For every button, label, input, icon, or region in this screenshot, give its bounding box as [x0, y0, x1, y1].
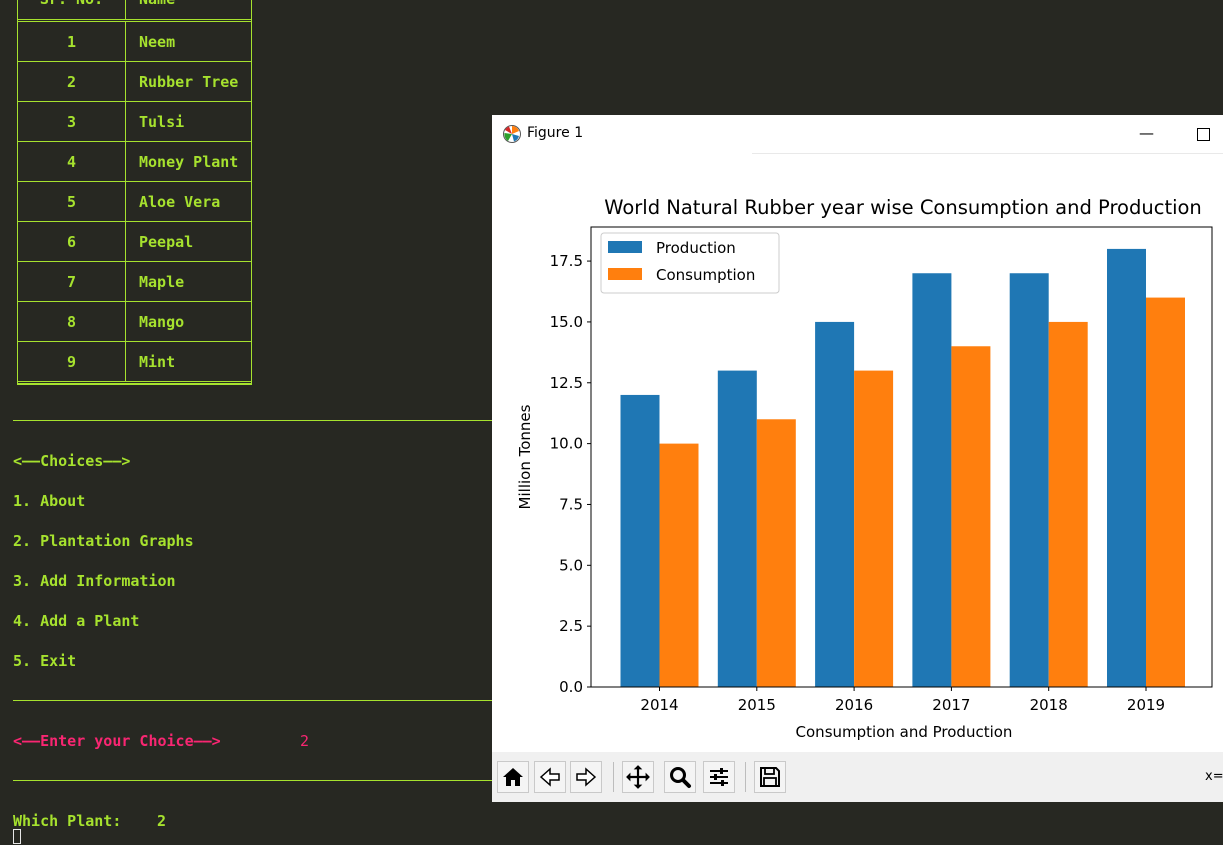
choice-about: 1. About: [13, 492, 86, 510]
choice-add-information: 3. Add Information: [13, 572, 176, 590]
separator-line: [13, 700, 493, 701]
save-icon[interactable]: [754, 761, 786, 793]
legend-label-production: Production: [656, 239, 736, 257]
row-sr-no: 4: [18, 142, 126, 181]
choice-add-plant: 4. Add a Plant: [13, 612, 140, 630]
table-row: 4 Money Plant: [18, 142, 251, 182]
bar-chart[interactable]: World Natural Rubber year wise Consumpti…: [492, 155, 1223, 752]
y-tick-label: 17.5: [550, 252, 583, 270]
row-sr-no: 9: [18, 342, 126, 381]
y-tick-label: 15.0: [550, 313, 583, 331]
y-tick-label: 0.0: [559, 678, 583, 696]
matplotlib-logo-icon: [503, 125, 521, 143]
y-tick-label: 12.5: [550, 374, 583, 392]
legend-label-consumption: Consumption: [656, 266, 755, 284]
x-tick-label: 2017: [932, 696, 970, 714]
figure-window: Figure 1 — World Natural Rubber year wis…: [492, 115, 1223, 802]
row-plant-name: Tulsi: [139, 112, 185, 131]
coordinate-readout: x=: [1205, 769, 1223, 784]
table-row: 5 Aloe Vera: [18, 182, 251, 222]
pan-icon[interactable]: [622, 761, 654, 793]
figure-toolbar: x=: [492, 752, 1223, 802]
bar-production-2019: [1107, 248, 1146, 687]
separator-line: [13, 420, 493, 421]
x-tick-label: 2015: [738, 696, 776, 714]
y-tick-label: 10.0: [550, 435, 583, 453]
row-plant-name: Mint: [139, 352, 176, 371]
row-plant-name: Mango: [139, 312, 185, 331]
bar-consumption-2014: [659, 443, 699, 687]
legend-swatch-production: [608, 241, 642, 253]
which-plant-label: Which Plant:: [13, 812, 122, 830]
table-row: 7 Maple: [18, 262, 251, 302]
x-tick-label: 2016: [835, 696, 873, 714]
row-sr-no: 2: [18, 62, 126, 101]
table-header-row: Sr. No. Name: [18, 0, 251, 22]
back-icon[interactable]: [534, 761, 566, 793]
x-tick-label: 2019: [1127, 696, 1165, 714]
row-plant-name: Money Plant: [139, 152, 239, 171]
zoom-icon[interactable]: [664, 761, 696, 793]
choice-prompt: <——Enter your Choice——>: [13, 732, 221, 750]
x-axis-label: Consumption and Production: [796, 723, 1013, 741]
row-sr-no: 5: [18, 182, 126, 221]
x-tick-label: 2018: [1030, 696, 1068, 714]
x-tick-label: 2014: [640, 696, 678, 714]
window-title: Figure 1: [527, 125, 584, 141]
toolbar-separator: [613, 762, 614, 792]
table-row: 6 Peepal: [18, 222, 251, 262]
maximize-button[interactable]: [1197, 128, 1210, 141]
titlebar-divider: [752, 153, 1223, 154]
separator-line: [13, 780, 493, 781]
y-axis-label: Million Tonnes: [516, 404, 534, 509]
row-sr-no: 3: [18, 102, 126, 141]
chart-title: World Natural Rubber year wise Consumpti…: [604, 196, 1202, 219]
bar-consumption-2017: [951, 346, 991, 687]
bar-production-2017: [912, 273, 952, 687]
forward-icon[interactable]: [570, 761, 602, 793]
y-tick-label: 7.5: [559, 495, 583, 513]
toolbar-separator: [745, 762, 746, 792]
table-row: 8 Mango: [18, 302, 251, 342]
plant-table: Sr. No. Name 1 Neem 2 Rubber Tree 3 Tulsi 4 Mon…: [17, 0, 252, 385]
row-plant-name: Maple: [139, 272, 185, 291]
row-sr-no: 1: [18, 22, 126, 61]
header-name: Name: [126, 0, 251, 19]
row-sr-no: 8: [18, 302, 126, 341]
plot-frame: [590, 226, 1213, 688]
table-row: 9 Mint: [18, 342, 251, 384]
bar-consumption-2015: [756, 419, 796, 687]
bar-consumption-2018: [1048, 321, 1088, 687]
row-plant-name: Rubber Tree: [139, 72, 239, 91]
bar-production-2016: [815, 321, 855, 687]
legend-box: [600, 232, 780, 294]
window-titlebar[interactable]: Figure 1 —: [492, 115, 1223, 153]
home-icon[interactable]: [497, 761, 529, 793]
y-tick-label: 5.0: [559, 556, 583, 574]
which-plant-value: 2: [157, 812, 167, 830]
header-sr-no: Sr. No.: [18, 0, 126, 19]
choice-plantation-graphs: 2. Plantation Graphs: [13, 532, 194, 550]
row-sr-no: 7: [18, 262, 126, 301]
choice-exit: 5. Exit: [13, 652, 77, 670]
bar-consumption-2019: [1146, 297, 1185, 687]
row-plant-name: Peepal: [139, 232, 194, 251]
table-row: 2 Rubber Tree: [18, 62, 251, 102]
table-row: 3 Tulsi: [18, 102, 251, 142]
legend-swatch-consumption: [608, 268, 642, 280]
bar-consumption-2016: [854, 370, 894, 687]
minimize-button[interactable]: —: [1139, 124, 1154, 142]
row-plant-name: Neem: [139, 32, 176, 51]
table-row: 1 Neem: [18, 22, 251, 62]
terminal-cursor[interactable]: [13, 829, 21, 844]
bar-production-2014: [620, 394, 660, 687]
y-tick-label: 2.5: [559, 617, 583, 635]
choices-header: <——Choices——>: [13, 452, 131, 470]
choice-prompt-value: 2: [300, 732, 310, 750]
bar-production-2015: [717, 370, 757, 687]
bar-production-2018: [1009, 273, 1049, 687]
row-sr-no: 6: [18, 222, 126, 261]
row-plant-name: Aloe Vera: [139, 192, 221, 211]
configure-subplots-icon[interactable]: [703, 761, 735, 793]
